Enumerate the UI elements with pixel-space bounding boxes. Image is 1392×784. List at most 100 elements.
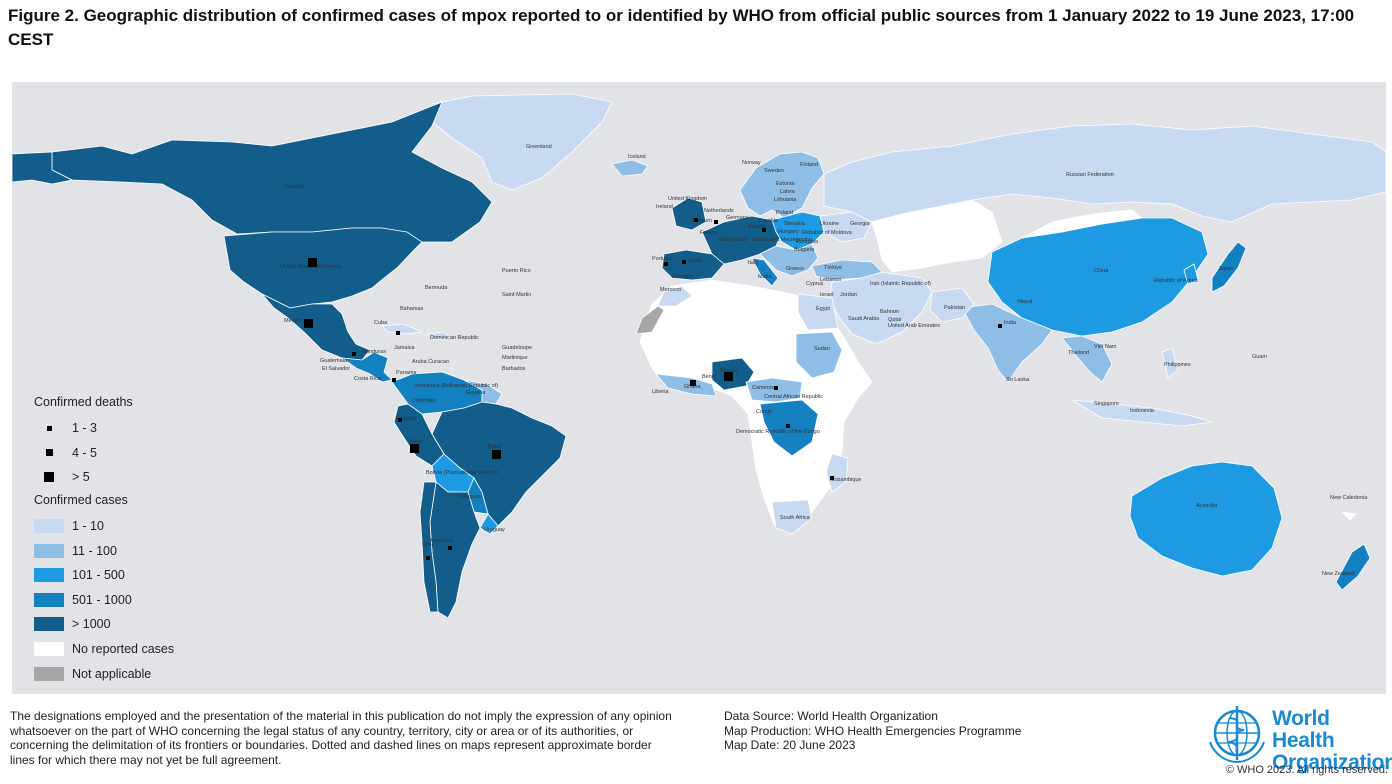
label-argentina: Argentina (430, 538, 454, 544)
legend-case-row: 11 - 100 (34, 538, 214, 563)
region-new-caledonia (1340, 511, 1357, 521)
label-el-salvador: El Salvador (322, 366, 350, 372)
label-india: India (1004, 320, 1017, 326)
region-indonesia (1071, 399, 1213, 427)
label-paraguay: Paraguay (458, 494, 482, 500)
region-mexico (261, 293, 371, 361)
who-name-line2: Organization (1272, 751, 1392, 774)
label-egypt: Egypt (816, 306, 831, 312)
legend-case-row: 101 - 500 (34, 563, 214, 588)
label-nepal: Nepal (1018, 299, 1032, 305)
label-sweden: Sweden (764, 168, 784, 174)
label-costa-rica: Costa Rica (354, 376, 382, 382)
label-austria: Austria (748, 224, 766, 230)
region-middle-east (829, 271, 933, 345)
death-medium-icon (45, 449, 53, 457)
region-japan (1211, 241, 1247, 293)
label-new-caledonia: New Caledonia (1330, 495, 1368, 501)
legend-case-label: 501 - 1000 (72, 592, 132, 607)
label-germany: Germany (726, 215, 749, 221)
label-bermuda: Bermuda (425, 285, 448, 291)
label-singapore: Singapore (1094, 401, 1119, 407)
label-cuba: Cuba (374, 320, 388, 326)
region-canada (51, 101, 493, 243)
label-poland: Poland (776, 210, 793, 216)
label-new-zealand: New Zealand (1322, 571, 1354, 577)
region-pakistan (929, 287, 975, 323)
region-central-asia (871, 199, 1003, 273)
death-large-icon (44, 472, 54, 483)
label-ghana: Ghana (684, 384, 701, 390)
label-morocco: Morocco (660, 287, 681, 293)
region-africa (639, 279, 873, 529)
legend-case-label: 101 - 500 (72, 568, 125, 583)
label-panama: Panama (396, 370, 417, 376)
map-legend: Confirmed deaths 1 - 3 4 - 5 > 5 Confirm… (34, 394, 214, 686)
legend-case-row: No reported cases (34, 637, 214, 662)
label-sudan: Sudan (814, 346, 830, 352)
region-italy (751, 257, 779, 287)
region-australia (1129, 461, 1283, 577)
label-czechia: Czechia (758, 218, 779, 224)
label-bulgaria: Bulgaria (794, 247, 815, 253)
legend-swatch (34, 617, 64, 632)
label-colombia: Colombia (412, 398, 436, 404)
region-cuba (381, 323, 424, 335)
label-saint-martin: Saint Martin (502, 292, 531, 298)
legend-case-label: 11 - 100 (72, 543, 117, 558)
map-date: Map Date: 20 June 2023 (724, 738, 856, 753)
legend-case-row: 1 - 10 (34, 514, 214, 539)
label-china: China (1094, 268, 1109, 274)
label-congo: Congo (756, 409, 772, 415)
label-romania: Romania (796, 239, 819, 245)
label-norway: Norway (742, 160, 761, 166)
region-east-africa (825, 453, 849, 493)
label-philippines: Philippines (1164, 362, 1191, 368)
disclaimer-text: The designations employed and the presen… (10, 709, 672, 767)
death-marker-cameroon (774, 386, 778, 390)
death-marker-brazil (492, 450, 501, 459)
legend-death-label: 1 - 3 (72, 421, 98, 436)
label-saudi-arabia: Saudi Arabia (848, 316, 880, 322)
death-marker-colombia (398, 418, 402, 422)
label-bahrain: Bahrain (880, 309, 899, 315)
death-marker-czechia (762, 228, 766, 232)
label-slovakia: Slovakia (784, 221, 806, 227)
death-marker-peru (410, 444, 419, 453)
map-production: Map Production: WHO Health Emergencies P… (724, 723, 1022, 738)
region-se-asia (1061, 335, 1113, 383)
label-spain: Spain (688, 258, 702, 264)
legend-swatch (34, 519, 64, 534)
label-gibraltar: Gibraltar (672, 274, 693, 280)
legend-death-label: > 5 (72, 470, 90, 485)
map-svg: Greenland Iceland Canada United States o… (12, 93, 1386, 619)
label-guam: Guam (1252, 354, 1267, 360)
label-dominican-republic: Dominican Republic (430, 335, 479, 341)
label-jordan: Jordan (840, 292, 857, 298)
label-cyprus: Cyprus (806, 281, 824, 287)
death-marker-drc (786, 424, 790, 428)
legend-case-label: > 1000 (72, 617, 111, 632)
region-scandinavia (739, 151, 825, 219)
death-marker-guatemala (352, 352, 356, 356)
label-lithuania: Lithuania (774, 197, 797, 203)
label-republic-of-moldova: Republic of Moldova (802, 230, 853, 236)
label-belgium: Belgium (692, 218, 712, 224)
label-georgia: Georgia (850, 221, 871, 227)
region-korea (1183, 263, 1199, 285)
legend-death-label: 4 - 5 (72, 445, 98, 460)
label-guadeloupe: Guadeloupe (502, 345, 532, 351)
legend-swatch (34, 543, 64, 558)
legend-death-row: 4 - 5 (34, 441, 214, 466)
label-ecuador: Ecuador (396, 416, 417, 422)
death-marker-cuba (396, 331, 400, 335)
label-uae: United Arab Emirates (888, 323, 940, 329)
label-finland: Finland (800, 162, 818, 168)
label-mozambique: Mozambique (830, 477, 862, 483)
label-france: France (700, 230, 717, 236)
region-iberia (661, 249, 725, 281)
death-marker-mozambique (830, 476, 834, 480)
death-marker-ghana (690, 380, 696, 386)
region-uk-ireland (671, 197, 707, 231)
label-honduras: Honduras (362, 349, 386, 355)
